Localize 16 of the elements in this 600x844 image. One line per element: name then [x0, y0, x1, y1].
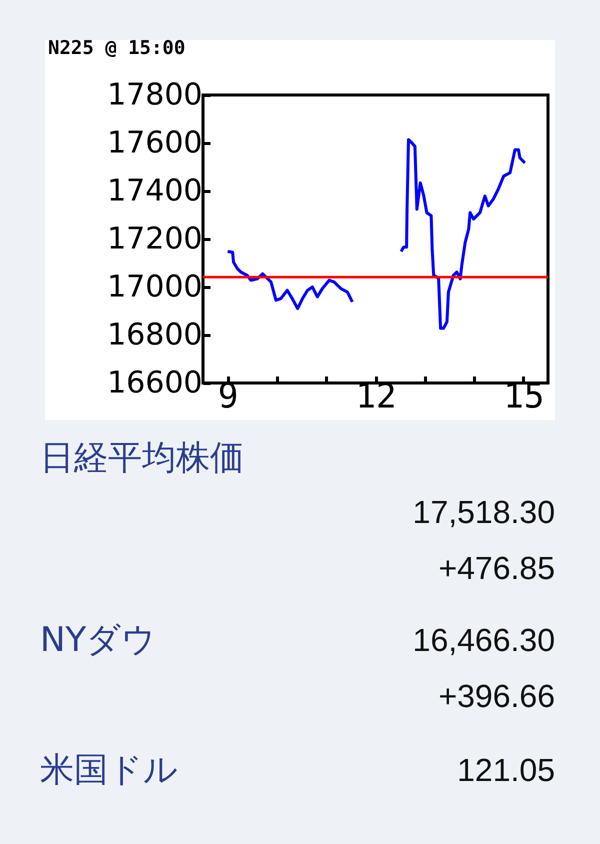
text: 121.05	[457, 751, 555, 790]
text: NYダウ	[40, 620, 156, 660]
y-tick-label: 17200	[107, 222, 202, 256]
text: 16,466.30	[412, 621, 555, 660]
text: 米国ドル	[40, 750, 178, 790]
y-tick-label: 17000	[107, 270, 202, 304]
y-tick-label: 16600	[107, 366, 202, 400]
y-tick-label: 17800	[107, 78, 202, 112]
chart-title: N225 @ 15:00	[48, 37, 186, 59]
y-tick-label: 17400	[107, 174, 202, 208]
text: 17,518.30	[412, 493, 555, 532]
y-tick-label: 17600	[107, 126, 202, 160]
text: +396.66	[438, 677, 555, 716]
text: +476.85	[438, 549, 555, 588]
text: 日経平均株価	[40, 438, 244, 478]
y-tick-label: 16800	[107, 318, 202, 352]
